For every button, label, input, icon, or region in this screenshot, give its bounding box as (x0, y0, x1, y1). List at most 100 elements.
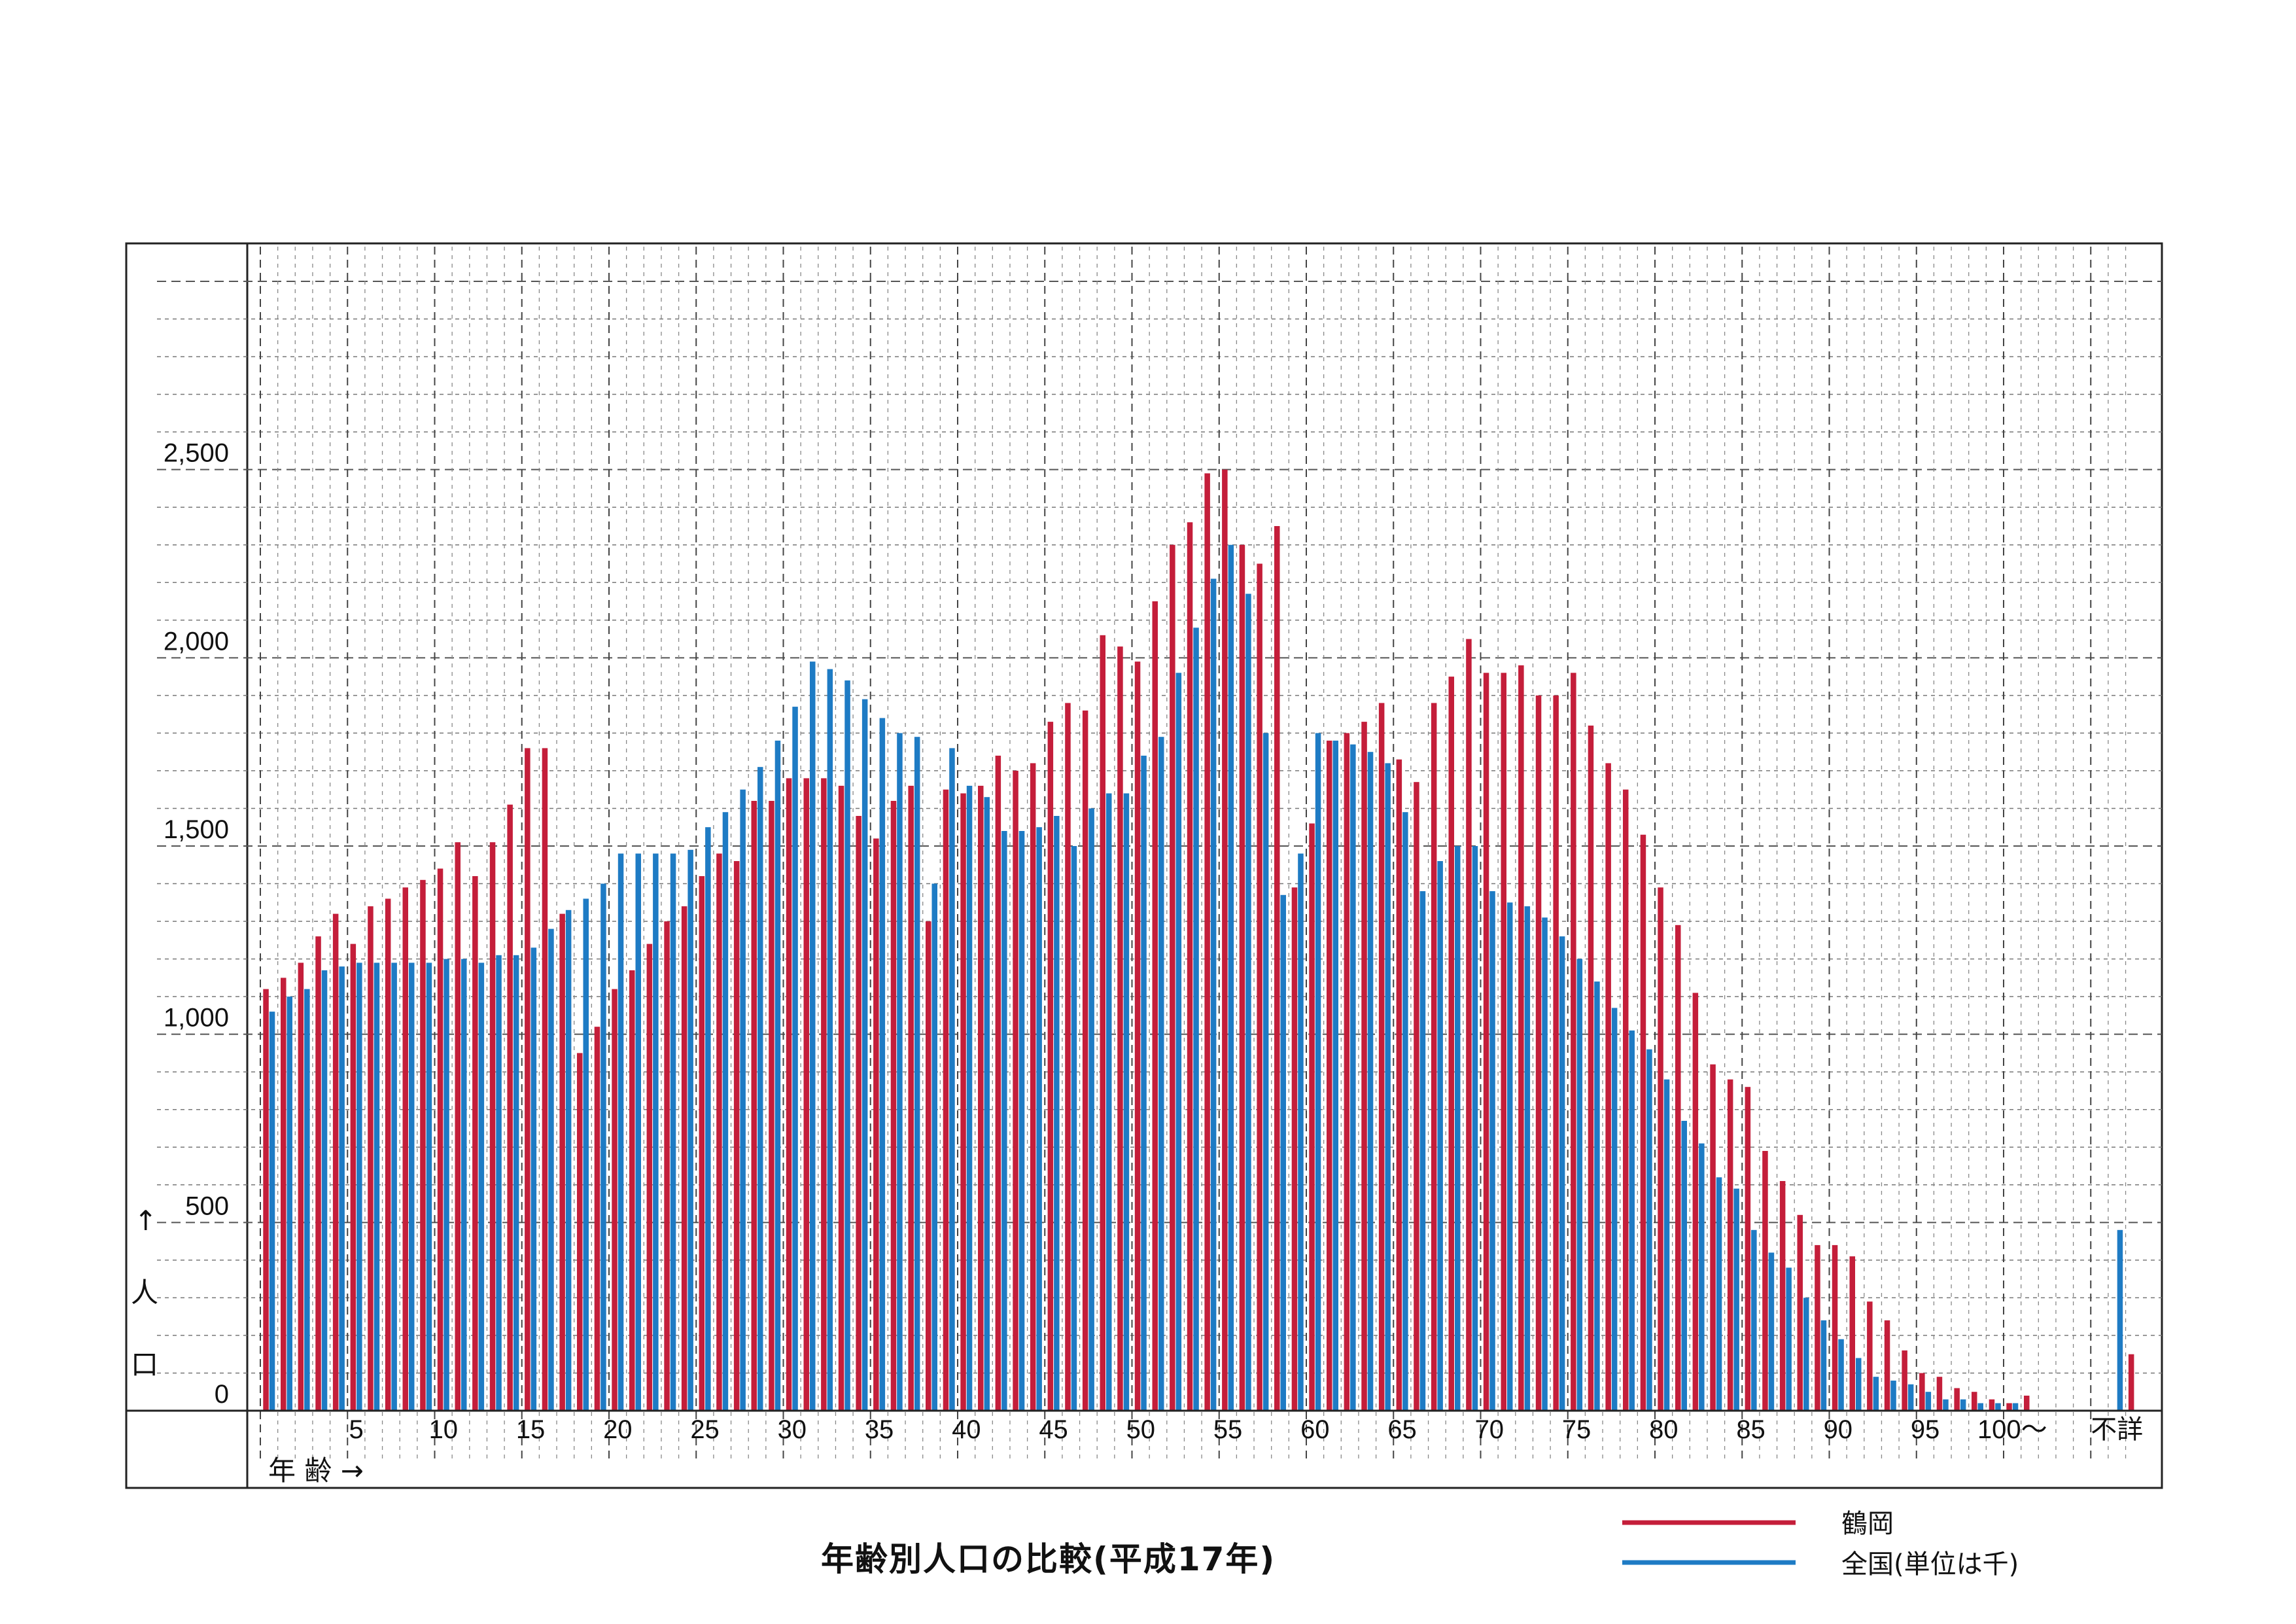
bar-tsuruoka (1884, 1320, 1890, 1411)
x-tick-label: 90 (1824, 1415, 1853, 1444)
bar-national (1803, 1297, 1809, 1411)
bar-national (810, 662, 816, 1411)
bar-national (617, 853, 624, 1411)
bar-tsuruoka (1483, 673, 1489, 1411)
x-tick-label: 25 (690, 1415, 720, 1444)
x-tick-label: 5 (349, 1415, 363, 1444)
bar-national (792, 707, 798, 1411)
y-tick-label: 0 (215, 1380, 229, 1409)
bar-national (1455, 846, 1461, 1411)
bar-national (531, 947, 537, 1411)
bar-national (1838, 1339, 1844, 1411)
bar-tsuruoka (1344, 733, 1350, 1411)
bar-national (879, 718, 886, 1411)
bar-tsuruoka (1222, 469, 1228, 1411)
bar-tsuruoka (664, 921, 670, 1411)
bar-tsuruoka (838, 785, 844, 1411)
bar-national (1907, 1384, 1914, 1411)
bar-national (931, 883, 937, 1411)
bar-tsuruoka (1378, 703, 1385, 1411)
bar-tsuruoka (926, 921, 931, 1411)
bar-national (321, 970, 328, 1411)
chart-title: 年齢別人口の比較(平成17年) (821, 1540, 1276, 1578)
bar-tsuruoka (908, 785, 914, 1411)
bar-national (705, 827, 711, 1411)
bar-tsuruoka (1658, 887, 1663, 1411)
bar-tsuruoka (1553, 695, 1559, 1411)
bar-national (722, 812, 729, 1411)
bar-tsuruoka (1239, 544, 1245, 1411)
bar-national (861, 699, 868, 1411)
bar-national (949, 748, 955, 1411)
bar-national (1507, 902, 1513, 1411)
y-tick-label: 2,500 (164, 439, 229, 468)
bar-tsuruoka (263, 989, 269, 1411)
legend: 鶴岡 全国(単位は千) (1622, 1509, 2019, 1580)
bar-national (1018, 831, 1025, 1411)
bar-national (1489, 891, 1495, 1411)
bar-tsuruoka (1117, 646, 1123, 1411)
bar-national (391, 962, 397, 1411)
legend-label-national: 全国(単位は千) (1841, 1549, 2019, 1580)
bar-national (2012, 1403, 2019, 1411)
bar-tsuruoka (1989, 1399, 1995, 1411)
y-tick-label: 2,000 (164, 627, 229, 656)
bar-tsuruoka (1710, 1064, 1716, 1411)
bar-national (1175, 673, 1182, 1411)
bar-national (1925, 1392, 1932, 1411)
bar-tsuruoka (1762, 1151, 1768, 1411)
bar-national (1332, 740, 1338, 1411)
grid-layer (157, 247, 2162, 1463)
bar-national (1385, 763, 1391, 1411)
bar-tsuruoka (1047, 722, 1054, 1411)
bar-national (740, 789, 746, 1411)
bar-tsuruoka (1065, 703, 1071, 1411)
bar-national (1088, 808, 1094, 1411)
bar-national (1873, 1377, 1879, 1411)
bar-national (461, 959, 467, 1411)
bar-tsuruoka (1414, 782, 1419, 1411)
bar-national (1350, 744, 1356, 1411)
bar-tsuruoka (1867, 1301, 1873, 1411)
bar-national (670, 853, 676, 1411)
bar-tsuruoka (1100, 635, 1105, 1411)
bar-national (357, 962, 362, 1411)
x-tick-label: 35 (865, 1415, 894, 1444)
bar-tsuruoka (803, 778, 809, 1411)
x-tick-label: 55 (1213, 1415, 1243, 1444)
bar-national (600, 883, 606, 1411)
y-tick-label: 500 (185, 1192, 229, 1220)
bar-national (1856, 1358, 1862, 1411)
bar-national (1071, 846, 1077, 1411)
bar-tsuruoka (1692, 993, 1699, 1411)
bar-tsuruoka (577, 1053, 583, 1411)
x-tick-label: 80 (1649, 1415, 1679, 1444)
bar-tsuruoka (472, 876, 478, 1411)
bar-national (426, 962, 432, 1411)
y-axis-arrow: ↑ (134, 1205, 157, 1237)
bar-national (1106, 793, 1112, 1411)
bar-tsuruoka (402, 887, 408, 1411)
bar-national (548, 928, 554, 1411)
bar-national (1786, 1267, 1792, 1411)
bar-tsuruoka (1152, 601, 1158, 1411)
bar-tsuruoka (1919, 1373, 1925, 1411)
x-tick-label: 45 (1039, 1415, 1068, 1444)
bar-national (1054, 816, 1060, 1411)
bar-tsuruoka (507, 804, 513, 1411)
bar-national (1611, 1008, 1618, 1411)
bar-national (2117, 1229, 2123, 1411)
bar-tsuruoka (769, 801, 774, 1411)
bar-national (1629, 1030, 1635, 1411)
chart-frame (125, 242, 2163, 1489)
bar-national (1367, 752, 1374, 1411)
bar-tsuruoka (646, 944, 653, 1411)
bar-tsuruoka (716, 853, 722, 1411)
bar-national (1663, 1079, 1670, 1411)
bar-national (897, 733, 903, 1411)
bar-national (269, 1012, 275, 1411)
x-tick-label: 30 (778, 1415, 807, 1444)
bar-tsuruoka (559, 913, 565, 1411)
bar-tsuruoka (2024, 1396, 2030, 1411)
